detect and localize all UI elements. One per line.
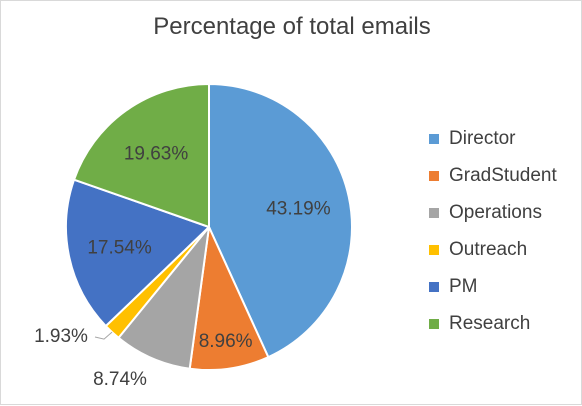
legend-item-operations: Operations — [429, 194, 557, 231]
data-label-gradstudent: 8.96% — [199, 331, 253, 352]
pie-slice-research — [73, 83, 210, 228]
legend-swatch-operations — [429, 207, 439, 218]
legend-label-outreach: Outreach — [449, 238, 528, 260]
data-label-research: 19.63% — [124, 143, 189, 164]
legend-item-director: Director — [429, 120, 557, 157]
data-label-pm: 17.54% — [87, 237, 152, 258]
legend-swatch-gradstudent — [429, 170, 439, 181]
legend-swatch-outreach — [429, 244, 439, 255]
legend-swatch-pm — [429, 281, 439, 292]
legend-label-pm: PM — [449, 275, 478, 297]
pie-slice-gradstudent — [188, 226, 270, 371]
legend-label-research: Research — [449, 312, 531, 334]
legend-swatch-research — [429, 318, 439, 329]
legend-item-pm: PM — [429, 268, 557, 305]
pie-slice-pm — [65, 178, 210, 328]
leader-line-outreach — [94, 331, 113, 340]
chart-legend: Director GradStudent Operations Outreach PM R… — [429, 120, 557, 342]
legend-item-outreach: Outreach — [429, 231, 557, 268]
legend-label-operations: Operations — [449, 201, 542, 223]
pie-slice-director — [208, 83, 353, 359]
chart-title: Percentage of total emails — [153, 13, 431, 40]
data-label-outreach: 1.93% — [34, 326, 88, 347]
legend-label-director: Director — [449, 127, 516, 149]
data-label-director: 43.19% — [266, 199, 331, 220]
legend-swatch-director — [429, 133, 439, 144]
legend-label-gradstudent: GradStudent — [449, 164, 557, 186]
data-label-operations: 8.74% — [93, 369, 147, 390]
legend-item-research: Research — [429, 305, 557, 342]
legend-item-gradstudent: GradStudent — [429, 157, 557, 194]
